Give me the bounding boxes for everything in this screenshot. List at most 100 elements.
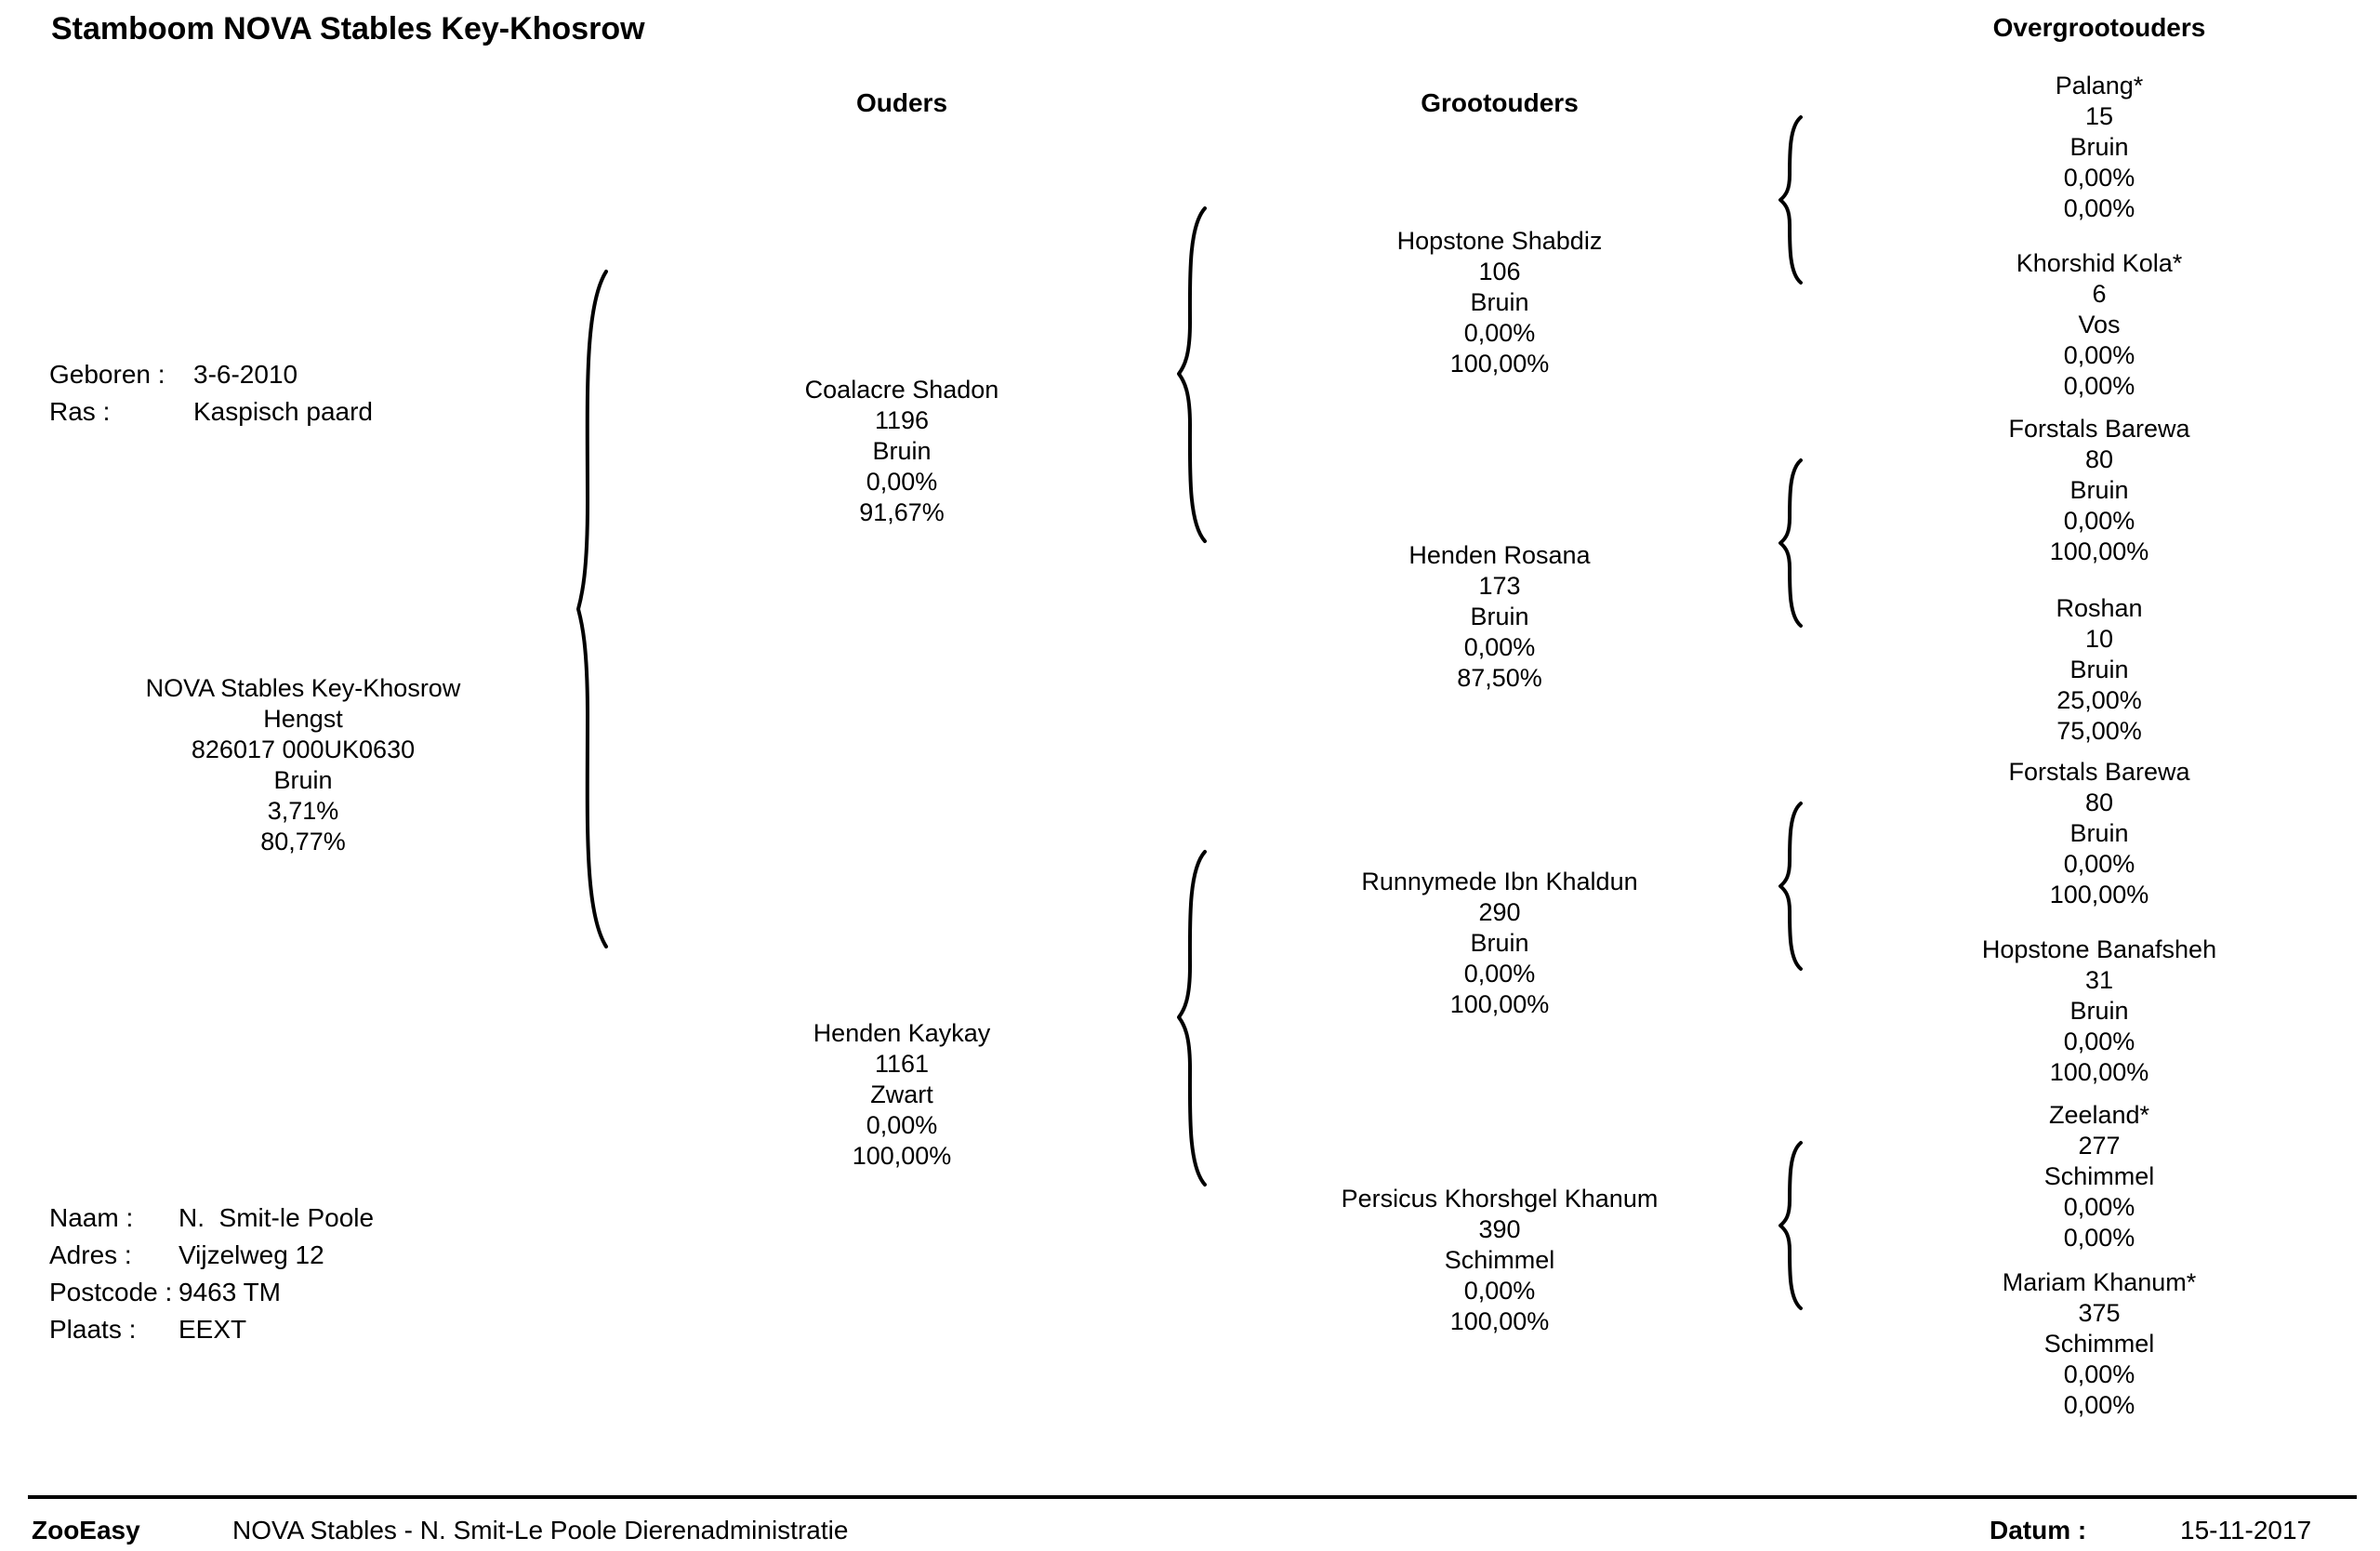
parents-heading: Ouders: [855, 88, 948, 117]
animal-number: 277: [2078, 1132, 2121, 1160]
page-title: Stamboom NOVA Stables Key-Khosrow: [51, 11, 645, 46]
footer-app-name: ZooEasy: [32, 1516, 140, 1544]
animal-color: Bruin: [1470, 288, 1529, 316]
animal-pct1: 0,00%: [2063, 1193, 2135, 1221]
animal-pct2: 0,00%: [2063, 1391, 2135, 1419]
great-grandparent-2: Khorshid Kola* 6 Vos 0,00% 0,00%: [2016, 248, 2183, 402]
owner-info: Naam : N. Smit-le Poole Adres : Vijzelwe…: [49, 1200, 374, 1348]
great-grandparents-heading: Overgrootouders: [1992, 13, 2206, 42]
animal-color: Schimmel: [1444, 1246, 1555, 1274]
owner-name-value: N. Smit-le Poole: [178, 1203, 375, 1232]
animal-color: Bruin: [2069, 133, 2129, 161]
owner-name-row: Naam : N. Smit-le Poole: [49, 1200, 374, 1237]
breed-value: Kaspisch paard: [193, 397, 374, 426]
animal-number: 290: [1478, 898, 1521, 926]
animal-pct2: 100,00%: [1449, 1307, 1550, 1335]
animal-pct2: 87,50%: [1457, 664, 1542, 692]
animal-color: Bruin: [2069, 819, 2129, 847]
animal-pct2: 91,67%: [859, 498, 945, 526]
animal-pct1: 0,00%: [2063, 507, 2135, 535]
animal-pct2: 0,00%: [2063, 194, 2135, 222]
animal-pct2: 100,00%: [1449, 990, 1550, 1018]
animal-color: Bruin: [1470, 603, 1529, 630]
animal-name: Hopstone Shabdiz: [1396, 227, 1603, 255]
owner-postcode-row: Postcode : 9463 TM: [49, 1274, 374, 1311]
great-grandparent-6: Hopstone Banafsheh 31 Bruin 0,00% 100,00…: [1982, 935, 2216, 1088]
great-grandparent-3: Forstals Barewa 80 Bruin 0,00% 100,00%: [2008, 414, 2189, 567]
brace-dam: [1177, 850, 1207, 1186]
animal-color: Bruin: [1470, 929, 1529, 957]
animal-color: Zwart: [870, 1080, 933, 1108]
animal-name: Zeeland*: [2048, 1101, 2150, 1129]
animal-pct2: 75,00%: [2056, 717, 2142, 745]
animal-name: Forstals Barewa: [2008, 415, 2190, 443]
animal-number: 390: [1478, 1215, 1521, 1243]
subject-animal: NOVA Stables Key-Khosrow Hengst 826017 0…: [146, 673, 461, 857]
animal-pct1: 0,00%: [1463, 1277, 1536, 1305]
great-grandparent-5: Forstals Barewa 80 Bruin 0,00% 100,00%: [2008, 757, 2189, 910]
brace-gp-1: [1778, 115, 1803, 285]
animal-pct1: 0,00%: [866, 1111, 938, 1139]
animal-pct1: 0,00%: [2063, 1027, 2135, 1055]
animal-pct1: 0,00%: [2063, 341, 2135, 369]
animal-id: 826017 000UK0630: [191, 736, 416, 763]
owner-address-label: Adres :: [49, 1240, 132, 1269]
animal-name: Forstals Barewa: [2008, 758, 2190, 786]
animal-name: Henden Rosana: [1408, 541, 1591, 569]
animal-pct1: 0,00%: [2063, 1360, 2135, 1388]
great-grandparent-8: Mariam Khanum* 375 Schimmel 0,00% 0,00%: [2003, 1267, 2197, 1421]
animal-number: 173: [1478, 572, 1521, 600]
owner-city-label: Plaats :: [49, 1315, 137, 1344]
animal-pct2: 80,77%: [260, 828, 346, 855]
animal-color: Schimmel: [2043, 1330, 2155, 1358]
breed-row: Ras : Kaspisch paard: [49, 393, 373, 431]
animal-sex: Hengst: [263, 705, 343, 733]
animal-number: 1196: [874, 406, 930, 434]
parent-dam: Henden Kaykay 1161 Zwart 0,00% 100,00%: [813, 1018, 991, 1172]
animal-name: Palang*: [2055, 72, 2144, 99]
grandparents-heading: Grootouders: [1421, 88, 1579, 117]
animal-number: 15: [2084, 102, 2114, 130]
animal-name: Hopstone Banafsheh: [1981, 935, 2217, 963]
animal-name: Mariam Khanum*: [2002, 1268, 2197, 1296]
animal-number: 6: [2092, 280, 2107, 308]
born-label: Geboren :: [49, 360, 165, 389]
brace-gp-4: [1778, 1141, 1803, 1310]
grandparent-3: Runnymede Ibn Khaldun 290 Bruin 0,00% 10…: [1361, 867, 1637, 1020]
owner-city-value: EEXT: [178, 1315, 247, 1344]
animal-pct2: 100,00%: [2049, 1058, 2149, 1086]
animal-number: 375: [2078, 1299, 2121, 1327]
great-grandparent-7: Zeeland* 277 Schimmel 0,00% 0,00%: [2044, 1100, 2155, 1253]
owner-address-value: Vijzelweg 12: [178, 1240, 324, 1269]
birth-info: Geboren : 3-6-2010 Ras : Kaspisch paard: [49, 356, 373, 431]
animal-name: Roshan: [2056, 594, 2143, 622]
animal-number: 31: [2084, 966, 2114, 994]
grandparent-2: Henden Rosana 173 Bruin 0,00% 87,50%: [1408, 540, 1590, 694]
animal-pct1: 0,00%: [1463, 319, 1536, 347]
born-value: 3-6-2010: [193, 360, 298, 389]
brace-subject: [576, 270, 608, 948]
animal-name: NOVA Stables Key-Khosrow: [145, 674, 461, 702]
great-grandparent-4: Roshan 10 Bruin 25,00% 75,00%: [2056, 593, 2142, 747]
animal-name: Persicus Khorshgel Khanum: [1341, 1185, 1659, 1213]
animal-number: 80: [2084, 789, 2114, 816]
animal-color: Bruin: [2069, 476, 2129, 504]
brace-gp-3: [1778, 802, 1803, 971]
animal-color: Bruin: [2069, 997, 2129, 1025]
footer-date-label: Datum :: [1990, 1516, 2087, 1544]
animal-number: 80: [2084, 445, 2114, 473]
animal-pct2: 100,00%: [852, 1142, 952, 1170]
animal-pct1: 0,00%: [2063, 850, 2135, 878]
animal-number: 10: [2084, 625, 2114, 653]
owner-address-row: Adres : Vijzelweg 12: [49, 1237, 374, 1274]
owner-name-label: Naam :: [49, 1203, 134, 1232]
born-row: Geboren : 3-6-2010: [49, 356, 373, 393]
animal-pct1: 0,00%: [866, 468, 938, 496]
animal-pct1: 0,00%: [2063, 164, 2135, 192]
animal-color: Schimmel: [2043, 1162, 2155, 1190]
animal-pct1: 0,00%: [1463, 633, 1536, 661]
animal-name: Khorshid Kola*: [2016, 249, 2183, 277]
animal-color: Bruin: [273, 766, 333, 794]
owner-postcode-label: Postcode :: [49, 1278, 173, 1306]
animal-number: 106: [1478, 258, 1521, 285]
